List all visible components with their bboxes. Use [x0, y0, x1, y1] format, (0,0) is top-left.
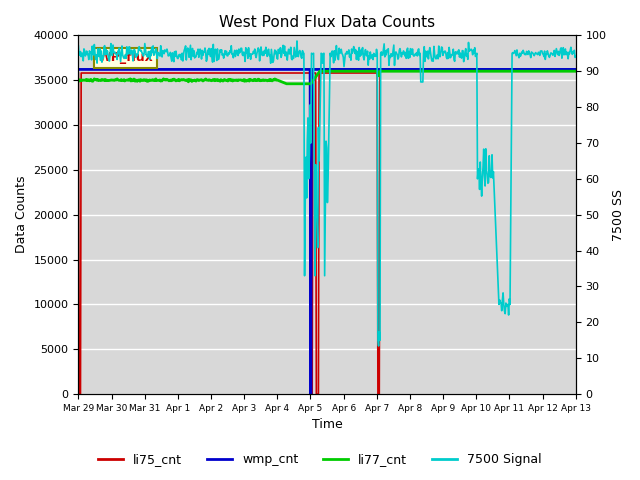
Legend: li75_cnt, wmp_cnt, li77_cnt, 7500 Signal: li75_cnt, wmp_cnt, li77_cnt, 7500 Signal [93, 448, 547, 471]
X-axis label: Time: Time [312, 419, 342, 432]
Text: WP_flux: WP_flux [98, 51, 154, 64]
Y-axis label: 7500 SS: 7500 SS [612, 189, 625, 241]
Y-axis label: Data Counts: Data Counts [15, 176, 28, 253]
Title: West Pond Flux Data Counts: West Pond Flux Data Counts [219, 15, 435, 30]
